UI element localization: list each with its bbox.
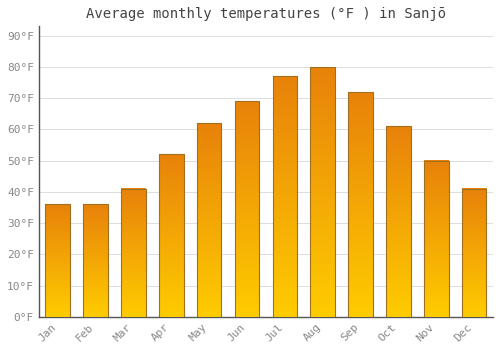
Bar bbox=[424, 161, 448, 317]
Bar bbox=[310, 67, 335, 317]
Bar bbox=[121, 189, 146, 317]
Bar bbox=[272, 76, 297, 317]
Bar bbox=[462, 189, 486, 317]
Bar bbox=[46, 204, 70, 317]
Bar bbox=[159, 154, 184, 317]
Bar bbox=[197, 123, 222, 317]
Bar bbox=[234, 101, 260, 317]
Title: Average monthly temperatures (°F ) in Sanjō: Average monthly temperatures (°F ) in Sa… bbox=[86, 7, 446, 21]
Bar bbox=[386, 126, 410, 317]
Bar bbox=[84, 204, 108, 317]
Bar bbox=[348, 92, 373, 317]
